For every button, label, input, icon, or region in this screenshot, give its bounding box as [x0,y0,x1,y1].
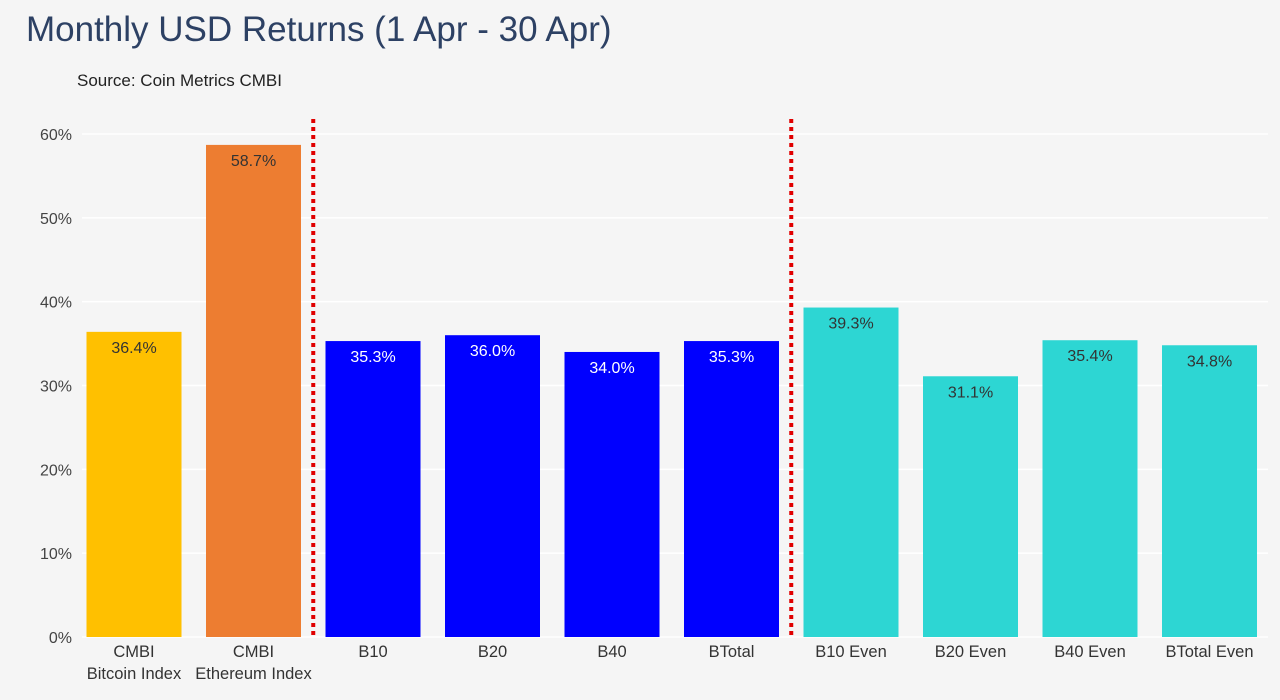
y-tick-label: 10% [40,546,72,563]
y-tick-label: 20% [40,462,72,479]
y-tick-label: 30% [40,379,72,396]
bar [564,351,660,637]
x-tick-label: B40 [597,643,626,661]
data-label: 35.3% [709,349,754,366]
y-tick-label: 60% [40,127,72,144]
y-tick-label: 0% [49,630,72,647]
x-tick-label: B40 Even [1054,643,1126,661]
data-label: 34.0% [589,360,634,377]
chart-title: Monthly USD Returns (1 Apr - 30 Apr) [26,10,612,49]
y-tick-label: 50% [40,211,72,228]
bar [684,341,779,637]
bar [445,335,540,637]
bar [1162,345,1257,637]
x-tick-label: B10 Even [815,643,887,661]
x-tick-label: BTotal Even [1165,643,1253,661]
bar [803,307,899,637]
x-tick-label: B10 [358,643,387,661]
x-tick-label: Bitcoin Index [87,665,182,683]
x-tick-label: B20 Even [935,643,1007,661]
y-tick-label: 40% [40,295,72,312]
bar [206,144,301,638]
data-label: 36.4% [111,340,156,357]
x-tick-label: Ethereum Index [195,665,312,683]
x-tick-label: BTotal [709,643,755,661]
x-tick-label: B20 [478,643,507,661]
data-label: 35.3% [350,349,395,366]
bar [325,341,421,637]
data-label: 39.3% [828,316,873,333]
bar [923,376,1018,637]
bar [86,331,182,637]
data-label: 36.0% [470,343,515,360]
bar [1042,340,1138,637]
data-label: 34.8% [1187,353,1232,370]
x-tick-label: CMBI [113,643,154,661]
chart-subtitle: Source: Coin Metrics CMBI [77,71,282,90]
data-label: 31.1% [948,384,993,401]
data-label: 58.7% [231,153,276,170]
x-tick-label: CMBI [233,643,274,661]
data-label: 35.4% [1067,348,1112,365]
